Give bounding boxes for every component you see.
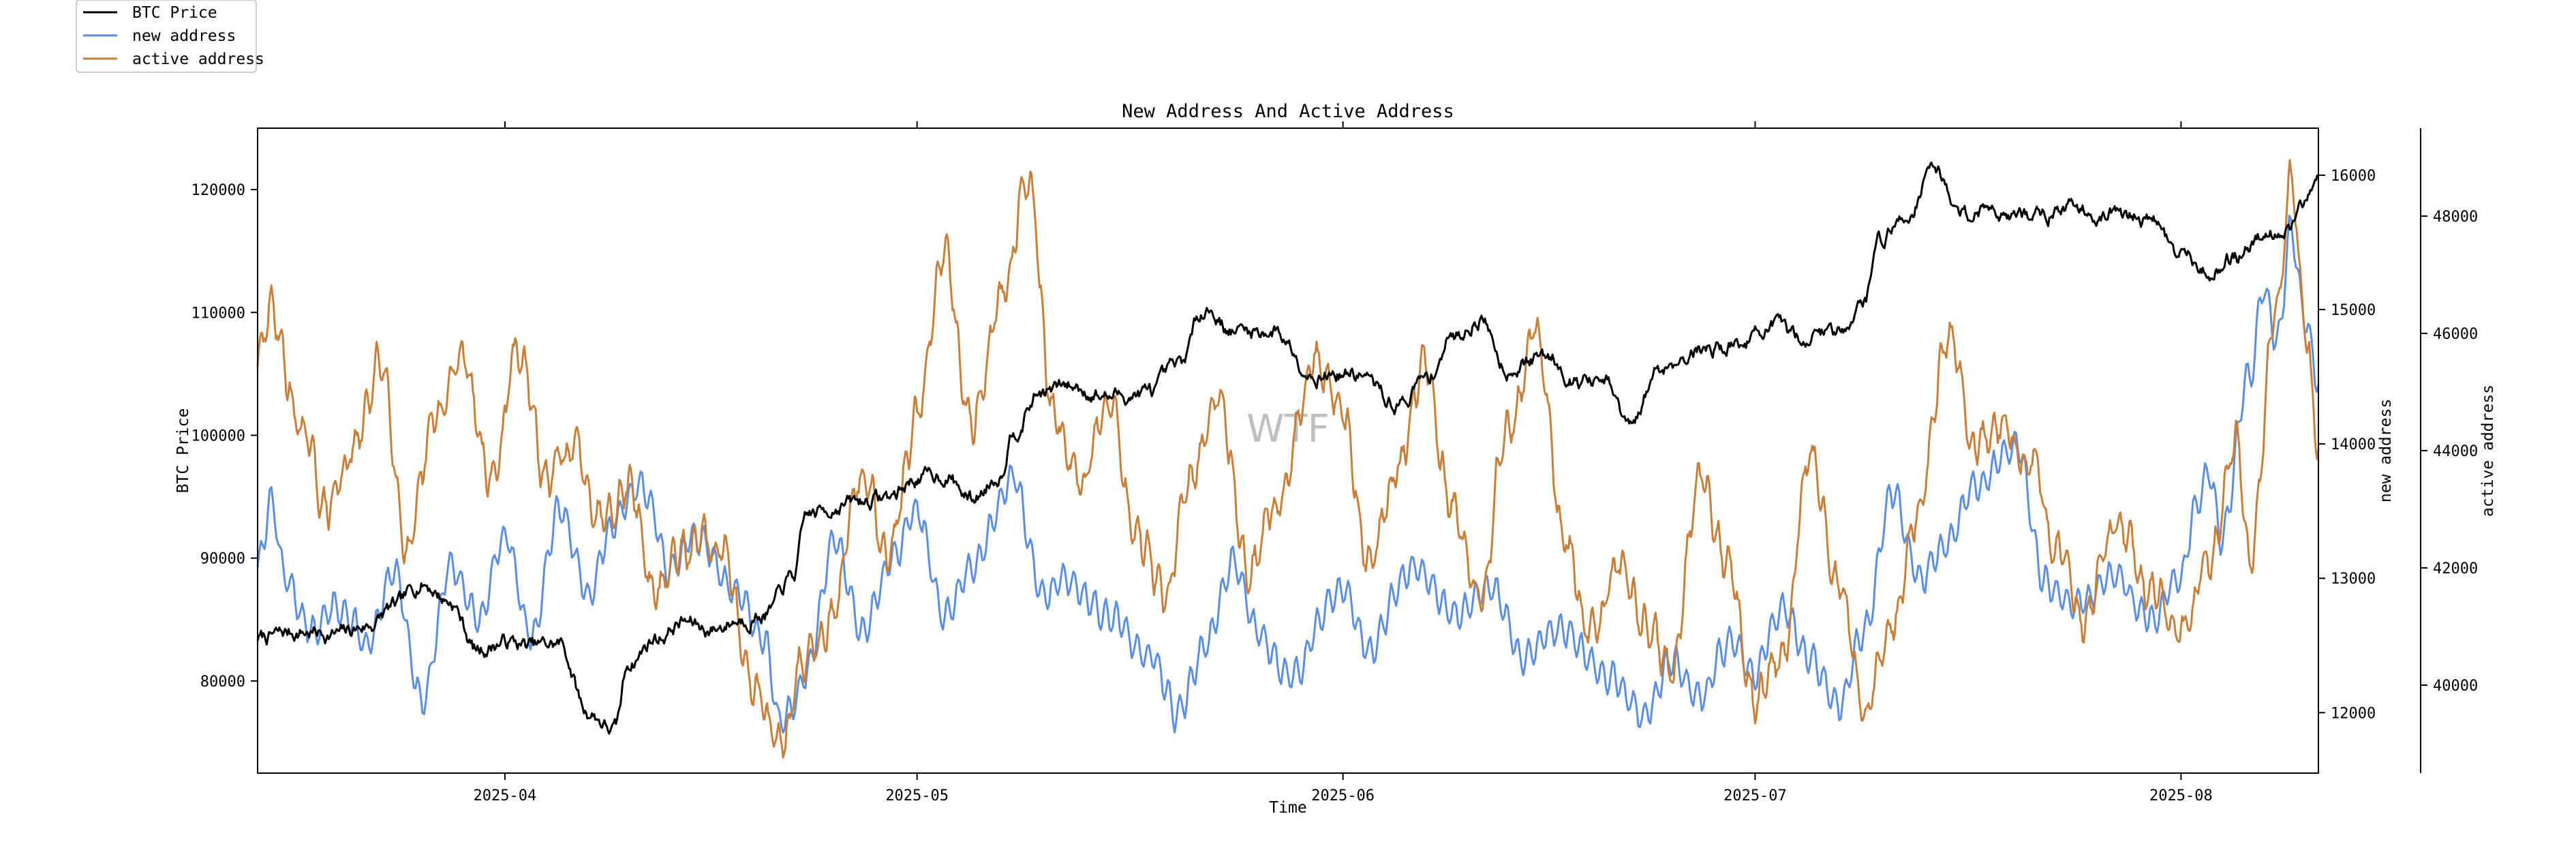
- x-tick-label: 2025-06: [1311, 787, 1375, 804]
- active-address-axis-title: active address: [2479, 385, 2497, 517]
- series-line-btc-price: [256, 162, 2320, 735]
- new-address-tick-label: 14000: [2331, 436, 2376, 453]
- x-axis-title: Time: [1269, 799, 1306, 817]
- x-tick-label: 2025-07: [1723, 787, 1787, 804]
- series-line-new-address: [256, 214, 2320, 734]
- btc-price-tick-label: 120000: [191, 182, 245, 199]
- new-address-tick-label: 15000: [2331, 302, 2376, 319]
- legend-label-btc-price: BTC Price: [132, 4, 217, 22]
- new-address-tick-label: 16000: [2331, 168, 2376, 185]
- active-address-tick-label: 42000: [2433, 560, 2478, 577]
- active-address-axis: 40000 42000 44000 46000 48000: [2421, 209, 2478, 695]
- series-line-active-address: [256, 159, 2320, 759]
- active-address-tick-label: 44000: [2433, 443, 2478, 460]
- new-address-tick-label: 13000: [2331, 571, 2376, 588]
- btc-price-tick-label: 80000: [200, 674, 245, 691]
- new-address-tick-label: 12000: [2331, 705, 2376, 722]
- btc-price-tick-label: 100000: [191, 427, 245, 444]
- new-address-axis-title: new address: [2377, 399, 2395, 502]
- btc-price-tick-label: 110000: [191, 305, 245, 322]
- x-tick-label: 2025-04: [474, 787, 537, 804]
- legend-frame: [76, 0, 257, 73]
- plot-frame: [257, 127, 2319, 774]
- x-tick-label: 2025-08: [2149, 787, 2213, 804]
- btc-price-axis: 80000 90000 100000 110000 120000: [191, 182, 258, 691]
- active-address-tick-label: 46000: [2433, 326, 2478, 343]
- active-address-tick-label: 40000: [2433, 678, 2478, 695]
- legend: BTC Price new address active address: [76, 0, 264, 73]
- x-tick-label: 2025-05: [885, 787, 949, 804]
- active-address-tick-label: 48000: [2433, 209, 2478, 226]
- btc-price-tick-label: 90000: [200, 551, 245, 568]
- chart-title: New Address And Active Address: [1122, 101, 1454, 122]
- btc-price-axis-title: BTC Price: [174, 408, 192, 494]
- x-axis: 2025-04 2025-05 2025-06 2025-07 2025-08: [474, 121, 2213, 804]
- plot-area: [256, 159, 2320, 759]
- new-address-axis: 12000 13000 14000 15000 16000: [2318, 168, 2376, 722]
- legend-label-active-address: active address: [132, 50, 264, 68]
- legend-label-new-address: new address: [132, 27, 236, 45]
- watermark: WTF: [1246, 407, 1330, 451]
